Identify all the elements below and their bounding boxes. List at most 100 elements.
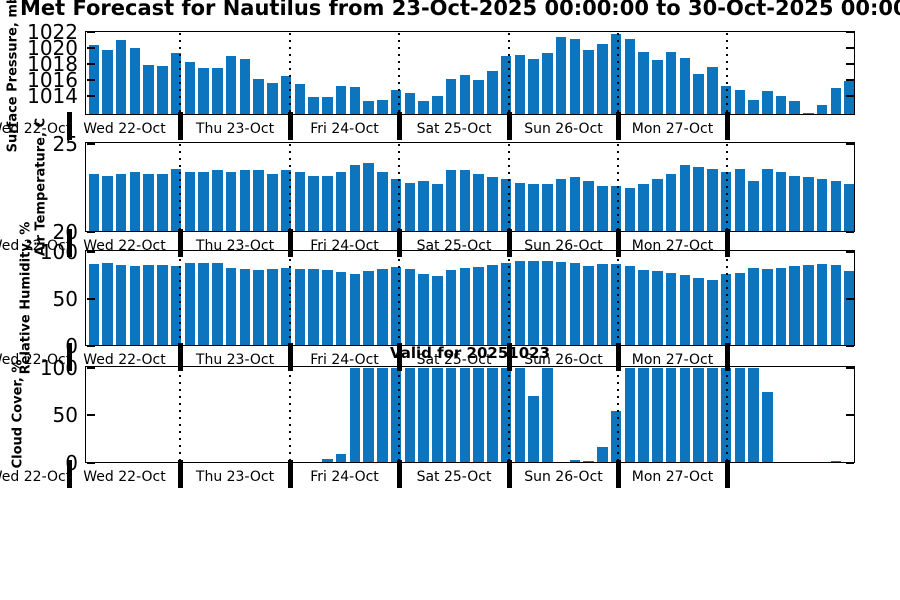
bar <box>184 263 196 346</box>
bar <box>597 446 608 463</box>
bar <box>267 82 278 115</box>
x-tick-label: Wed 22-Oct <box>83 121 166 137</box>
bar <box>789 175 800 232</box>
y-tick-mark <box>845 250 854 253</box>
day-gridline <box>726 144 728 230</box>
day-gridline <box>289 252 291 344</box>
day-tick-mark <box>66 229 72 257</box>
bar <box>377 99 388 115</box>
bar <box>225 267 237 346</box>
bar <box>775 267 787 346</box>
bar <box>555 37 567 115</box>
bar <box>514 55 526 115</box>
bar <box>294 172 306 232</box>
bar <box>432 276 443 346</box>
y-tick-mark <box>86 250 95 253</box>
bar <box>102 175 113 232</box>
bar <box>597 186 608 232</box>
bar <box>473 367 484 463</box>
bar <box>665 52 677 115</box>
day-tick-mark <box>615 460 621 488</box>
bar <box>762 168 773 232</box>
bar <box>363 101 374 115</box>
bar <box>308 268 319 346</box>
bar <box>459 75 471 115</box>
bar <box>129 266 141 346</box>
day-tick-mark <box>396 229 402 257</box>
bar <box>775 172 787 232</box>
y-tick-mark <box>845 63 854 66</box>
bar <box>115 265 127 346</box>
bar <box>349 165 361 232</box>
y-tick-mark <box>86 297 95 300</box>
x-tick-label: Fri 24-Oct <box>310 352 379 368</box>
bar <box>129 172 141 232</box>
day-tick-mark <box>506 112 512 140</box>
bar <box>734 367 745 463</box>
day-gridline <box>617 144 619 230</box>
y-tick-mark <box>86 79 95 82</box>
x-tick-label: Mon 27-Oct <box>631 121 714 137</box>
bar <box>143 265 154 346</box>
bar <box>459 367 471 463</box>
bar <box>390 266 402 346</box>
x-tick-label: Sat 25-Oct <box>416 469 492 485</box>
bar <box>569 177 581 232</box>
bar <box>638 367 649 463</box>
bar <box>473 80 484 115</box>
bar <box>473 173 484 232</box>
x-tick-label: Sat 25-Oct <box>416 238 492 254</box>
bar <box>597 264 608 346</box>
x-tick-label: Wed 22-Oct <box>83 352 166 368</box>
x-tick-label: Thu 23-Oct <box>195 352 275 368</box>
day-gridline <box>726 368 728 461</box>
y-tick-mark <box>845 95 854 98</box>
y-tick-mark <box>845 414 854 417</box>
day-gridline <box>289 144 291 230</box>
day-gridline <box>508 252 510 344</box>
bar <box>280 170 292 232</box>
day-tick-mark <box>177 112 183 140</box>
bar <box>789 266 800 346</box>
bar <box>349 367 361 463</box>
bar <box>569 460 581 463</box>
bar <box>610 410 622 463</box>
bar <box>322 97 333 115</box>
bar <box>335 172 347 232</box>
x-tick-label: Sat 25-Oct <box>416 352 492 368</box>
bar <box>652 367 663 463</box>
y-tick-mark <box>845 462 854 464</box>
y-tick-label: 1022 <box>27 19 78 44</box>
bar <box>693 166 704 232</box>
bar <box>597 43 608 115</box>
bar <box>610 186 622 232</box>
y-axis-label: Cloud Cover, % <box>10 359 26 469</box>
bar <box>418 273 429 346</box>
bar <box>500 263 512 346</box>
bar <box>349 86 361 115</box>
bar <box>542 184 553 232</box>
x-tick-label: Thu 23-Oct <box>195 238 275 254</box>
x-tick-label: Sun 26-Oct <box>524 121 603 137</box>
bar <box>665 272 677 346</box>
day-tick-mark <box>724 460 730 488</box>
bar <box>638 52 649 115</box>
y-tick-mark <box>845 231 854 233</box>
bar <box>693 73 704 115</box>
bar <box>390 89 402 115</box>
y-tick-label: 25 <box>52 131 78 156</box>
bar <box>349 274 361 346</box>
bar <box>816 179 828 232</box>
bar <box>487 70 498 115</box>
day-tick-mark <box>396 460 402 488</box>
day-tick-mark <box>287 343 293 371</box>
bar <box>445 367 457 463</box>
bar <box>418 101 429 115</box>
bar <box>583 50 594 115</box>
bar <box>184 172 196 232</box>
bar <box>170 52 182 115</box>
x-tick-label-clipped: Wed 22-Oct <box>0 238 72 254</box>
bar <box>528 261 539 346</box>
bar <box>652 179 663 232</box>
x-tick-label-clipped: Wed 22-Oct <box>0 121 72 137</box>
